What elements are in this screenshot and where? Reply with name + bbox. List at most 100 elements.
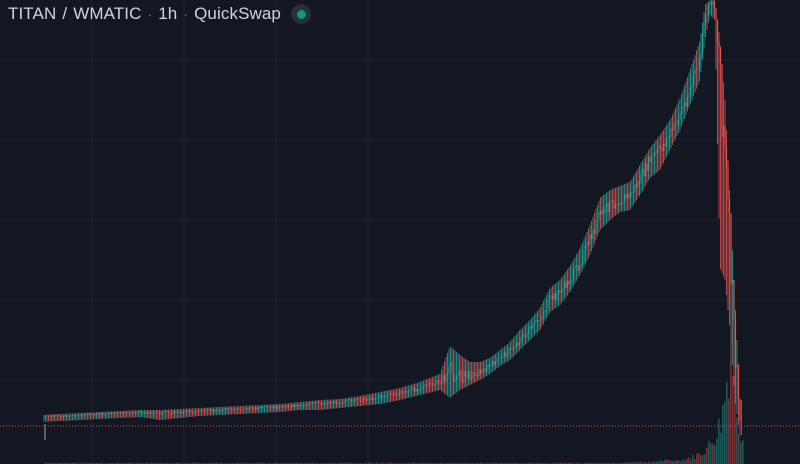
base-symbol[interactable]: TITAN <box>8 4 57 23</box>
volume-bar <box>94 462 96 464</box>
volume-bar <box>176 462 178 464</box>
candle-body <box>676 123 678 125</box>
volume-bar <box>492 462 494 464</box>
candle-body <box>433 384 435 386</box>
candle-body <box>704 14 707 24</box>
candle-body <box>284 406 287 409</box>
candle-body <box>310 402 312 404</box>
volume-bar <box>626 462 628 464</box>
candle-body <box>275 405 278 409</box>
candle-body <box>553 293 555 300</box>
volume-bar <box>514 462 516 464</box>
candle-body <box>49 416 51 418</box>
volume-bar <box>142 462 144 464</box>
candle-body <box>643 169 645 177</box>
volume-bar <box>290 462 292 464</box>
volume-bar <box>262 462 264 464</box>
volume-bar <box>606 462 608 464</box>
volume-bar <box>342 462 344 464</box>
candle-body <box>373 398 375 401</box>
candle-body <box>415 388 417 392</box>
candle-body <box>461 380 464 383</box>
candle-body <box>185 410 188 413</box>
symbol-header: TITAN / WMATIC · 1h · QuickSwap <box>8 2 311 26</box>
candle-body <box>235 409 237 410</box>
candle-body <box>521 334 524 338</box>
volume-bar <box>414 462 416 464</box>
candle-body <box>151 413 153 415</box>
volume-bar <box>274 462 276 464</box>
candle-body <box>176 410 179 412</box>
candle-body <box>113 411 116 414</box>
candle-body <box>584 245 587 250</box>
candle-body <box>391 394 393 396</box>
candle-body <box>394 392 396 394</box>
candle-body <box>575 265 578 267</box>
candle-body <box>533 322 536 324</box>
candle-body <box>448 366 450 374</box>
candle-body <box>512 347 515 349</box>
candle-body <box>632 191 635 193</box>
candle-body <box>640 173 642 184</box>
candle-body <box>164 410 167 412</box>
volume-bar <box>718 418 720 464</box>
candle-body <box>266 406 269 407</box>
candle-body <box>731 279 734 285</box>
candle-body <box>547 299 549 309</box>
volume-bar <box>230 462 232 464</box>
candle-body <box>106 412 108 414</box>
volume-bar <box>738 434 740 464</box>
candle-body <box>410 388 413 390</box>
candle-body <box>50 415 53 417</box>
candle-body <box>257 407 260 410</box>
candle-body <box>344 399 347 402</box>
candle-body <box>94 414 96 416</box>
candle-body <box>104 413 107 415</box>
volume-bar <box>588 462 590 464</box>
candle-body <box>326 403 329 405</box>
volume-bar <box>64 462 66 464</box>
volume-bar <box>608 462 610 464</box>
candle-body <box>646 163 648 172</box>
candle-body <box>100 412 102 415</box>
volume-bar <box>706 447 708 464</box>
candle-body <box>268 406 270 408</box>
candle-body <box>655 152 657 154</box>
quote-symbol[interactable]: WMATIC <box>73 4 142 23</box>
candle-body <box>392 392 395 396</box>
candle-body <box>406 391 408 393</box>
candle-body <box>647 157 650 172</box>
candle-body <box>625 194 627 198</box>
volume-bar <box>462 462 464 464</box>
candle-body <box>725 149 728 166</box>
candle-body <box>497 357 500 359</box>
volume-bar <box>454 462 456 464</box>
candle-body <box>206 409 209 410</box>
candle-body <box>131 413 134 415</box>
interval-label[interactable]: 1h <box>158 4 178 23</box>
volume-bar <box>668 460 670 464</box>
exchange-label[interactable]: QuickSwap <box>194 4 281 23</box>
candle-body <box>380 395 383 398</box>
candle-body <box>677 119 680 125</box>
volume-bar <box>628 462 630 464</box>
candle-body <box>47 415 50 417</box>
candle-body <box>332 402 335 404</box>
candle-body <box>637 181 639 188</box>
candle-body <box>358 398 360 400</box>
candle-body <box>238 408 240 410</box>
candle-body <box>563 281 566 289</box>
candle-body <box>194 410 197 413</box>
candle-body <box>65 414 68 417</box>
candle-body <box>307 404 309 406</box>
volume-bar <box>82 462 84 464</box>
candle-body <box>292 404 294 407</box>
candle-body <box>160 413 162 415</box>
candle-body <box>500 356 503 358</box>
candle-body <box>313 402 315 404</box>
candle-body <box>503 351 506 358</box>
market-status-dot-icon[interactable] <box>291 4 311 24</box>
candle-body <box>611 200 614 202</box>
